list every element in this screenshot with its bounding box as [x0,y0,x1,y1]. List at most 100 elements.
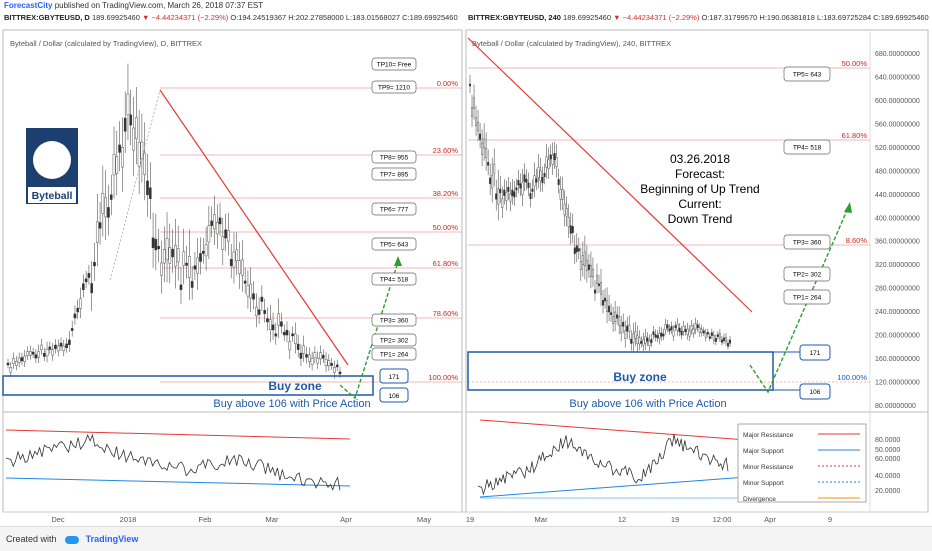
left-candle [188,255,191,278]
left-candle [9,367,13,373]
left-candle [129,114,133,126]
right-osc-resistance [479,419,761,442]
left-candle [68,339,71,345]
left-candle [162,249,166,264]
left-candle [143,152,147,175]
left-candle [185,262,188,266]
left-candle [6,362,10,366]
left-candle [243,280,247,284]
right-candle [487,162,490,166]
left-tp-callout [371,150,417,164]
legend-label: Divergence [743,496,776,503]
left-candle [65,343,68,348]
right-candle [559,189,562,200]
left-candle [199,253,202,262]
right-candle [726,343,729,347]
right-candle [563,203,566,216]
left-candle [266,318,269,323]
left-fib-label: 50.00% [433,223,459,232]
author-name[interactable]: ForecastCity [4,1,53,10]
right-candle [547,159,550,169]
price-tick-label: 280.00000000 [875,286,920,293]
right-candle [714,338,717,342]
left-candle [95,221,99,243]
right-candle [551,154,554,165]
right-symbol: BITTREX:GBYTEUSD, 240 [468,13,561,22]
right-oscillator [477,419,761,499]
left-fib-label: 23.60% [433,146,459,155]
right-candle [543,173,546,177]
left-candle [135,117,138,139]
left-candle [121,147,124,168]
left-candle [277,313,280,326]
left-candle [193,265,197,270]
left-tp-label: TP1= 264 [380,352,409,359]
left-time-tick: 2018 [120,515,137,524]
publish-header: ForecastCity published on TradingView.co… [0,0,932,12]
right-candle [565,208,568,217]
right-ohlc: O:187.31799570 H:190.06381818 L:183.6972… [701,13,929,22]
left-candle [79,298,82,309]
right-tp-label: TP2= 302 [793,272,822,279]
left-candle [201,251,205,254]
right-forecast-arrow [749,207,849,394]
right-candle [729,339,732,344]
left-candle [291,333,294,337]
left-candle [294,333,297,344]
right-time-tick: 19 [466,515,474,524]
left-candle [241,259,244,276]
left-candle [305,354,308,358]
left-candle [221,236,225,250]
left-candle [316,357,319,364]
left-candle [249,283,253,299]
right-tp-callout [783,234,831,250]
legend-label: Minor Support [743,480,784,487]
right-candle [652,331,655,335]
left-candle [101,193,105,214]
left-candle [132,127,135,151]
charts-canvas[interactable]: 0.00% 23.60% 38.20% 50.00% 61.80% 78.60% 100.0… [0,0,932,526]
right-candle [686,328,689,335]
left-zone-bottom-callout [379,387,409,403]
right-candle [507,186,510,192]
osc-tick-label: 50.0000 [875,447,900,454]
legend-label: Minor Resistance [743,464,794,471]
right-candle [531,188,534,192]
left-tp-label: TP8= 955 [380,155,409,162]
right-candle [575,245,578,253]
right-price: 189.69925460 [563,13,611,22]
tradingview-brand[interactable]: TradingView [85,534,139,544]
left-candle [148,187,152,200]
right-candle [660,332,663,337]
tradingview-logo-icon[interactable] [65,535,80,544]
forecast-value: Beginning of Up Trend [640,182,759,196]
right-candle [666,324,669,329]
right-tp-label: TP1= 264 [793,295,822,302]
right-candle [577,248,580,252]
left-candle [196,257,200,274]
right-candle [718,333,721,339]
right-candle [497,188,500,205]
right-candle [700,328,703,334]
right-candle [535,178,538,183]
right-time-tick: 12:00 [713,515,732,524]
right-candle [620,325,623,334]
left-candle [40,344,43,350]
right-candle [517,180,520,186]
left-ticker-line: BITTREX:GBYTEUSD, D 189.69925460 ▼ −4.44… [4,12,464,24]
right-buy-zone-label: Buy zone [613,370,667,384]
right-candle [698,327,701,333]
left-tp-callout [371,167,417,181]
left-candle [271,324,275,331]
right-time-tick: Mar [535,515,548,524]
left-candle [59,342,63,347]
left-candle [20,357,24,362]
left-candle [107,207,110,218]
right-chart-title: Byteball / Dollar (calculated by Trading… [472,39,671,48]
right-buy-note: Buy above 106 with Price Action [569,398,726,410]
left-candle [190,281,194,288]
left-fib-label: 0.00% [437,79,459,88]
right-candle [553,153,556,160]
right-candle [479,133,482,140]
right-tp-callouts: TP5= 643 TP4= 518 TP3= 360 TP2= 302 TP1= 264 [783,66,831,305]
